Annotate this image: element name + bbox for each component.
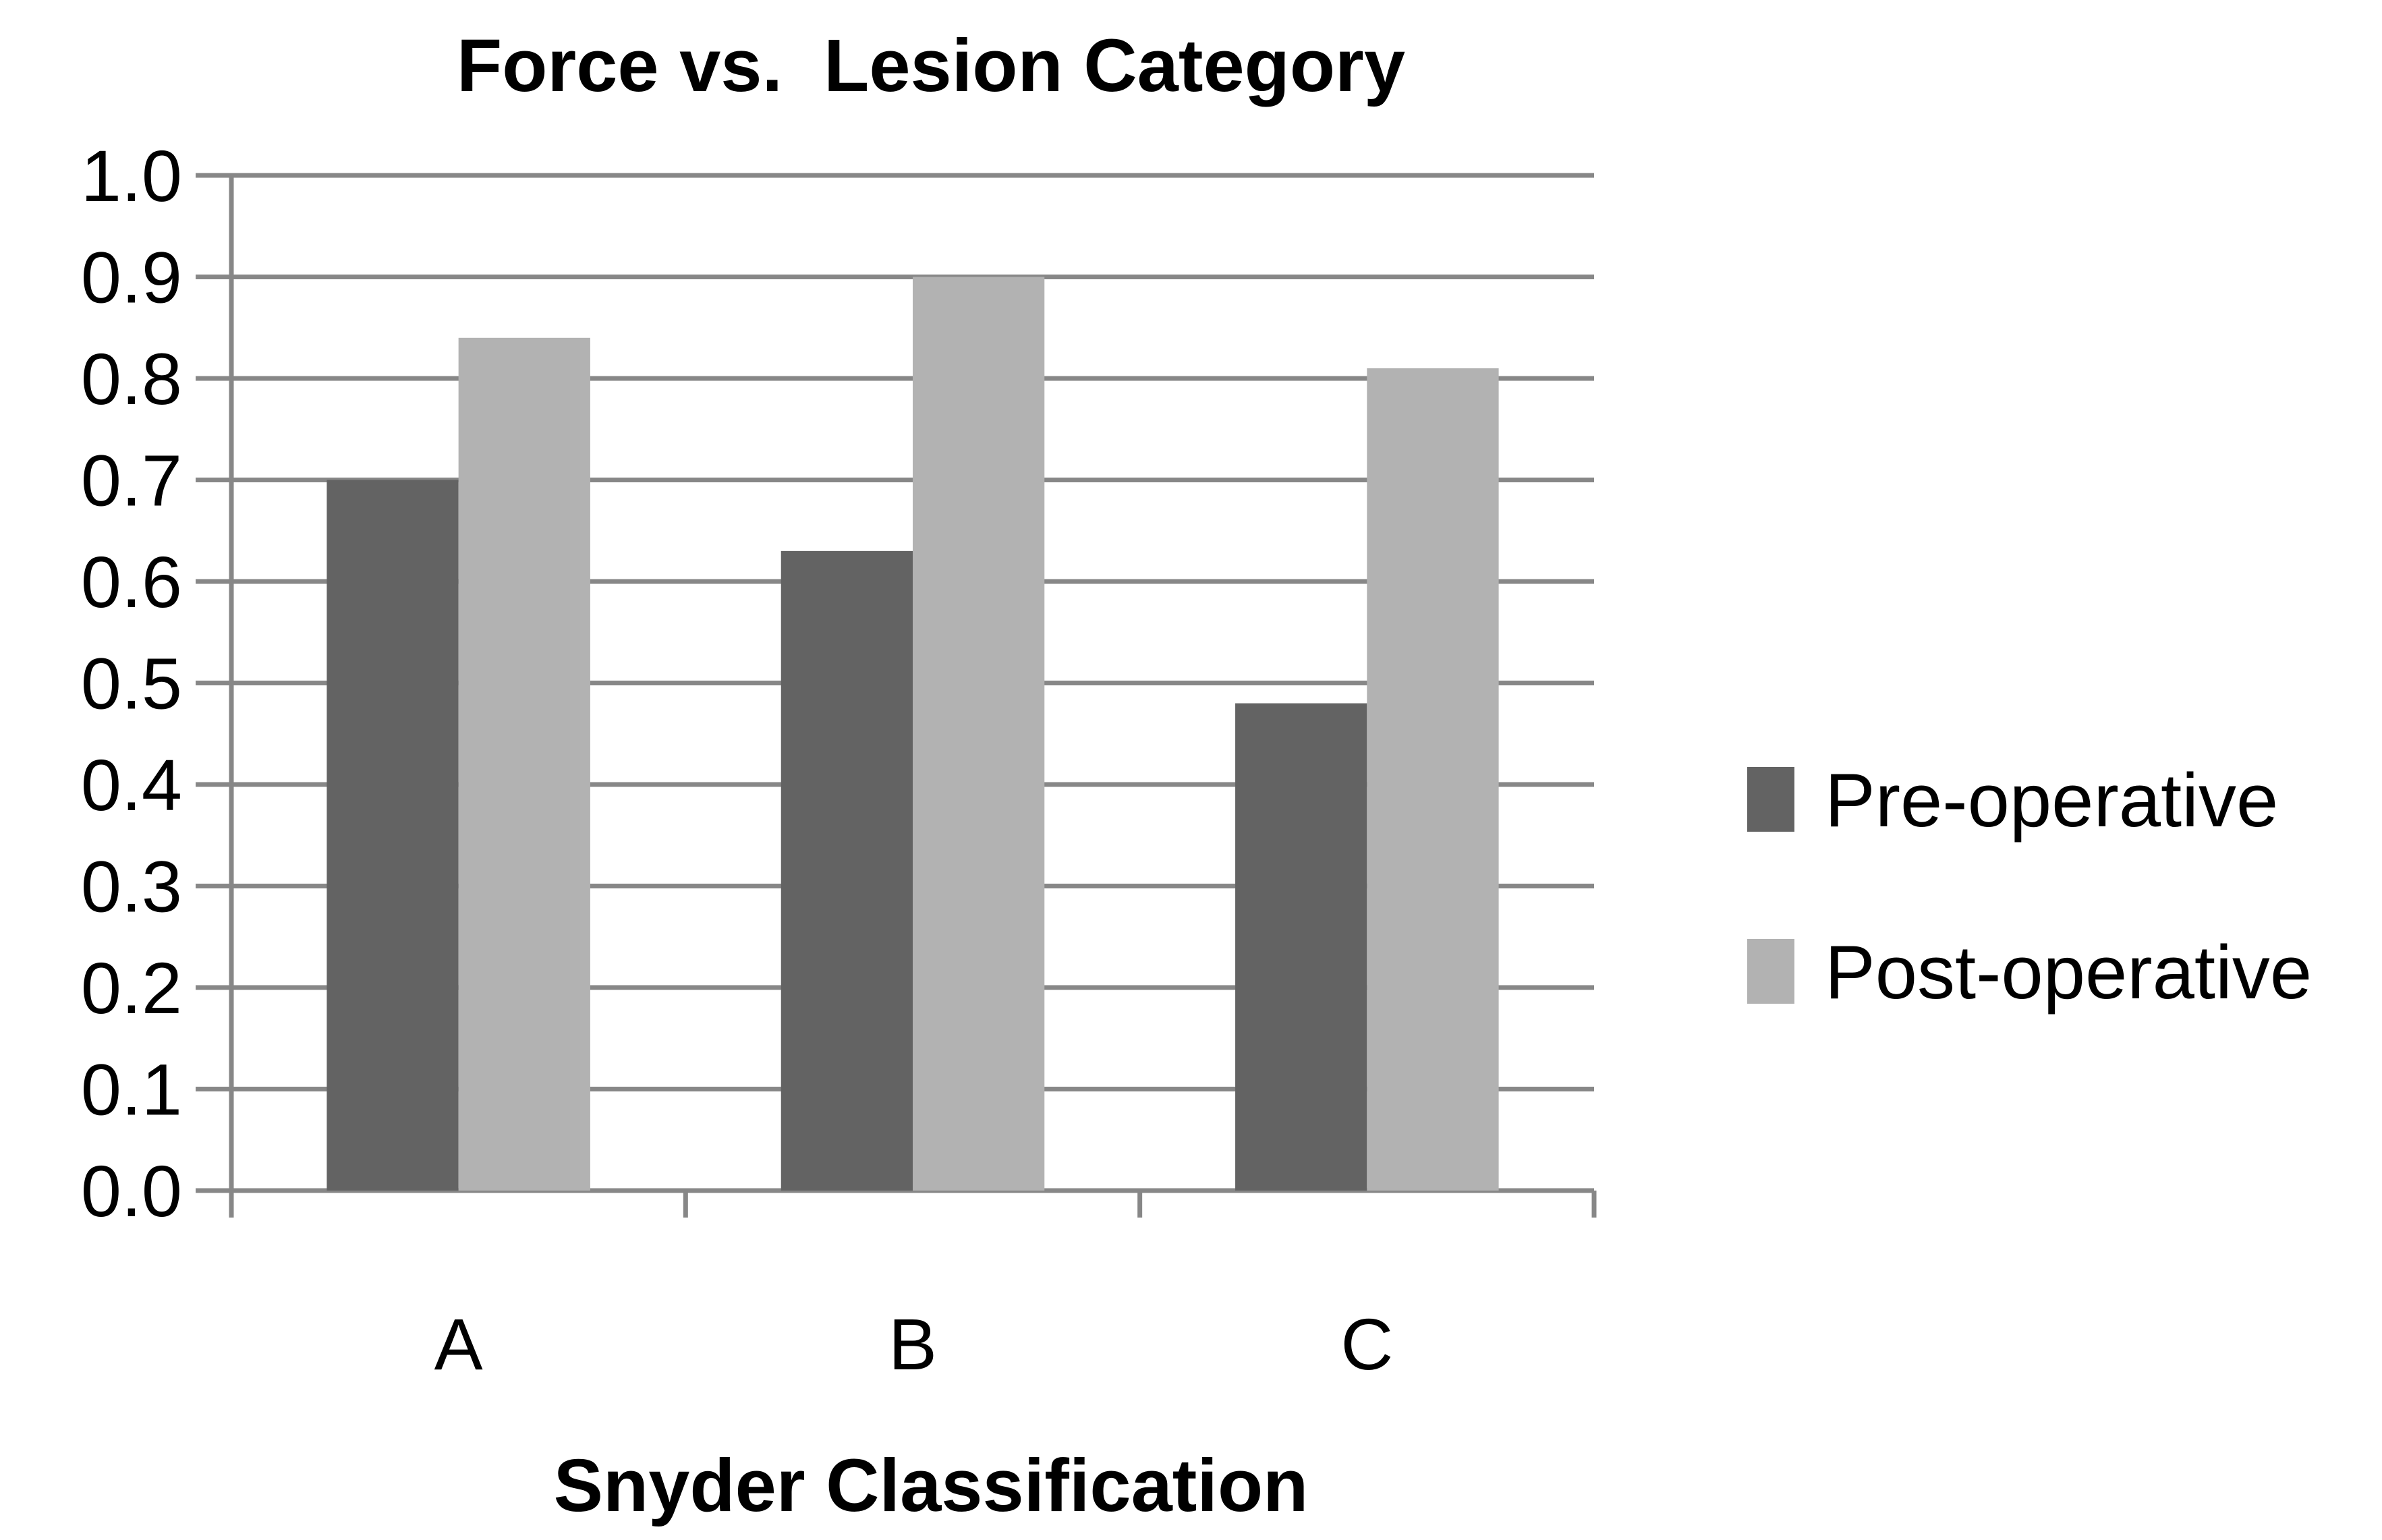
x-tick-label: C (1340, 1303, 1393, 1385)
bar-A-post (458, 337, 590, 1191)
y-tick-label: 1.0 (81, 135, 182, 217)
y-tick-label: 0.3 (81, 846, 182, 928)
y-tick-label: 0.7 (81, 440, 182, 521)
legend-label: Post-operative (1825, 930, 2312, 1015)
legend-label: Pre-operative (1825, 758, 2278, 843)
x-tick-labels: A B C (434, 1303, 1394, 1385)
y-tick-labels: 0.0 0.1 0.2 0.3 0.4 0.5 0.6 0.7 0.8 0.9 1.0 (81, 135, 182, 1232)
x-tick-label: A (434, 1303, 483, 1385)
axes (229, 175, 1597, 1218)
x-tick-label: B (888, 1303, 937, 1385)
y-tick-label: 0.8 (81, 338, 182, 420)
y-tick-label: 0.2 (81, 947, 182, 1029)
y-tick-label: 0.4 (81, 744, 182, 826)
bar-B-pre (781, 550, 913, 1191)
y-tick-label: 0.6 (81, 541, 182, 623)
legend-swatch (1747, 939, 1794, 1004)
legend: Pre-operative Post-operative (1747, 758, 2312, 1015)
bar-C-post (1367, 368, 1499, 1191)
y-tick-label: 0.9 (81, 237, 182, 318)
bar-A-pre (327, 480, 459, 1191)
legend-swatch (1747, 767, 1794, 832)
bars (327, 277, 1499, 1191)
bar-B-post (913, 277, 1045, 1191)
chart-title: Force vs. Lesion Category (457, 24, 1405, 107)
x-axis-label: Snyder Classification (554, 1444, 1309, 1527)
y-tick-label: 0.5 (81, 643, 182, 724)
bar-C-pre (1235, 703, 1367, 1191)
y-tick-label: 0.1 (81, 1049, 182, 1131)
y-tick-label: 0.0 (81, 1150, 182, 1232)
